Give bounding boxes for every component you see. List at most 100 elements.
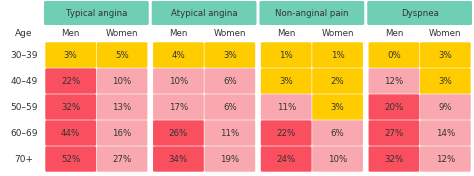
Text: 70+: 70+ [15, 155, 34, 164]
FancyBboxPatch shape [312, 94, 363, 120]
FancyBboxPatch shape [97, 94, 147, 120]
Text: 3%: 3% [223, 51, 237, 59]
FancyBboxPatch shape [97, 120, 147, 146]
FancyBboxPatch shape [204, 120, 255, 146]
Text: 2%: 2% [331, 77, 345, 86]
Text: 5%: 5% [115, 51, 129, 59]
Text: 22%: 22% [61, 77, 80, 86]
Text: 10%: 10% [112, 77, 132, 86]
FancyBboxPatch shape [46, 68, 96, 94]
FancyBboxPatch shape [367, 1, 472, 25]
Text: Dyspnea: Dyspnea [401, 8, 438, 17]
FancyBboxPatch shape [420, 146, 471, 172]
Text: Men: Men [62, 29, 80, 37]
FancyBboxPatch shape [153, 42, 204, 68]
Text: 6%: 6% [223, 102, 237, 112]
FancyBboxPatch shape [420, 42, 471, 68]
FancyBboxPatch shape [97, 146, 147, 172]
Text: 34%: 34% [169, 155, 188, 164]
Text: 26%: 26% [169, 128, 188, 137]
Text: 9%: 9% [438, 102, 452, 112]
FancyBboxPatch shape [46, 120, 96, 146]
Text: Men: Men [169, 29, 188, 37]
FancyBboxPatch shape [204, 68, 255, 94]
FancyBboxPatch shape [369, 146, 419, 172]
Text: 50–59: 50–59 [10, 102, 38, 112]
Text: 6%: 6% [331, 128, 345, 137]
FancyBboxPatch shape [44, 1, 149, 25]
Text: 22%: 22% [276, 128, 296, 137]
Text: 19%: 19% [220, 155, 239, 164]
FancyBboxPatch shape [420, 68, 471, 94]
FancyBboxPatch shape [312, 42, 363, 68]
Text: Typical angina: Typical angina [66, 8, 127, 17]
Text: 11%: 11% [220, 128, 239, 137]
FancyBboxPatch shape [153, 94, 204, 120]
FancyBboxPatch shape [261, 120, 311, 146]
Text: 3%: 3% [279, 77, 293, 86]
Text: 27%: 27% [384, 128, 403, 137]
FancyBboxPatch shape [46, 146, 96, 172]
FancyBboxPatch shape [369, 68, 419, 94]
Text: 3%: 3% [438, 77, 452, 86]
Text: 14%: 14% [436, 128, 455, 137]
Text: 4%: 4% [172, 51, 185, 59]
Text: 3%: 3% [438, 51, 452, 59]
Text: 0%: 0% [387, 51, 401, 59]
FancyBboxPatch shape [312, 68, 363, 94]
Text: 10%: 10% [328, 155, 347, 164]
Text: 24%: 24% [276, 155, 296, 164]
FancyBboxPatch shape [153, 68, 204, 94]
FancyBboxPatch shape [261, 68, 311, 94]
Text: 3%: 3% [331, 102, 345, 112]
Text: Women: Women [106, 29, 138, 37]
Text: 27%: 27% [112, 155, 132, 164]
FancyBboxPatch shape [261, 146, 311, 172]
FancyBboxPatch shape [204, 146, 255, 172]
FancyBboxPatch shape [369, 120, 419, 146]
Text: 11%: 11% [276, 102, 296, 112]
Text: 40–49: 40–49 [10, 77, 37, 86]
Text: 6%: 6% [223, 77, 237, 86]
FancyBboxPatch shape [204, 42, 255, 68]
Text: Atypical angina: Atypical angina [171, 8, 237, 17]
Text: 16%: 16% [112, 128, 132, 137]
FancyBboxPatch shape [420, 120, 471, 146]
Text: Age: Age [15, 29, 33, 37]
FancyBboxPatch shape [261, 94, 311, 120]
FancyBboxPatch shape [204, 94, 255, 120]
Text: 20%: 20% [384, 102, 403, 112]
Text: 1%: 1% [279, 51, 293, 59]
Text: 60–69: 60–69 [10, 128, 38, 137]
FancyBboxPatch shape [420, 94, 471, 120]
Text: 1%: 1% [331, 51, 345, 59]
FancyBboxPatch shape [261, 42, 311, 68]
Text: 32%: 32% [61, 102, 80, 112]
Text: 32%: 32% [384, 155, 403, 164]
FancyBboxPatch shape [369, 94, 419, 120]
FancyBboxPatch shape [312, 146, 363, 172]
FancyBboxPatch shape [46, 94, 96, 120]
FancyBboxPatch shape [97, 42, 147, 68]
Text: 17%: 17% [169, 102, 188, 112]
Text: Men: Men [385, 29, 403, 37]
Text: Women: Women [214, 29, 246, 37]
FancyBboxPatch shape [153, 120, 204, 146]
Text: 30–39: 30–39 [10, 51, 38, 59]
Text: Women: Women [321, 29, 354, 37]
Text: 13%: 13% [112, 102, 132, 112]
FancyBboxPatch shape [46, 42, 96, 68]
FancyBboxPatch shape [259, 1, 364, 25]
Text: 12%: 12% [436, 155, 455, 164]
Text: 52%: 52% [61, 155, 80, 164]
FancyBboxPatch shape [152, 1, 256, 25]
Text: Men: Men [277, 29, 295, 37]
Text: 10%: 10% [169, 77, 188, 86]
FancyBboxPatch shape [153, 146, 204, 172]
FancyBboxPatch shape [312, 120, 363, 146]
Text: 12%: 12% [384, 77, 403, 86]
Text: Women: Women [429, 29, 462, 37]
Text: 3%: 3% [64, 51, 78, 59]
Text: 44%: 44% [61, 128, 80, 137]
FancyBboxPatch shape [369, 42, 419, 68]
